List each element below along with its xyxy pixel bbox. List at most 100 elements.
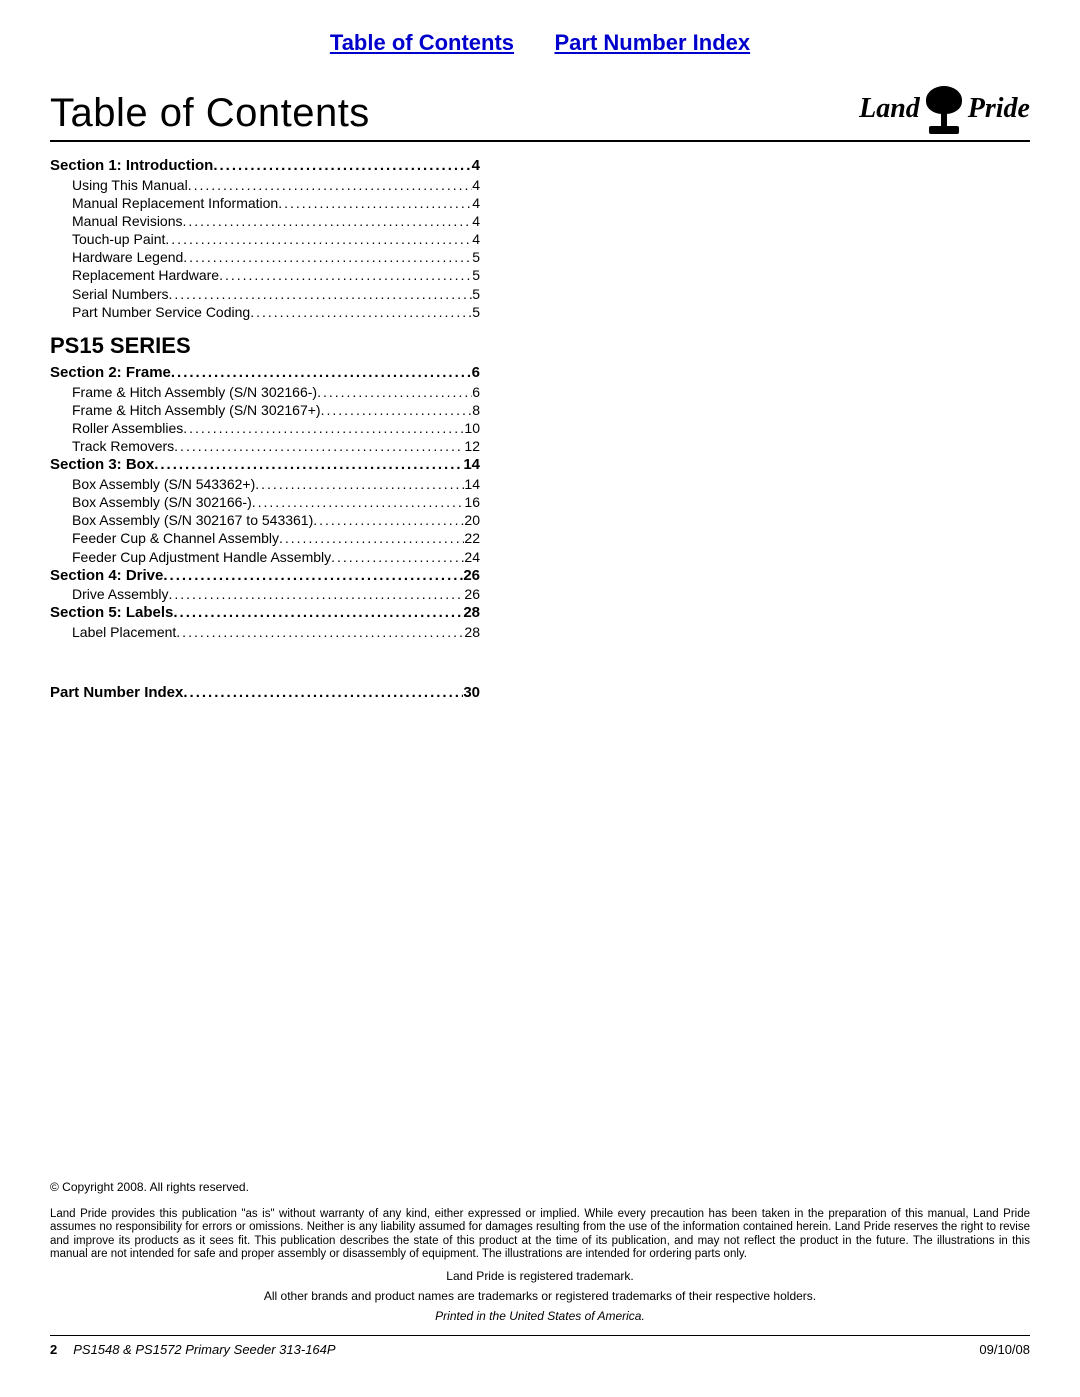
logo-text-right: Pride: [968, 93, 1030, 129]
toc-label: Touch-up Paint: [72, 230, 165, 248]
page-title: Table of Contents: [50, 91, 370, 136]
toc-section-2[interactable]: Section 2: Frame 6: [50, 363, 480, 383]
toc-page: 8: [472, 401, 480, 419]
toc-leader: [219, 266, 472, 284]
toc-page: 5: [472, 266, 480, 284]
toc-label: Serial Numbers: [72, 285, 168, 303]
toc-page: 5: [472, 285, 480, 303]
toc-label: Hardware Legend: [72, 248, 183, 266]
toc-sub-item[interactable]: Feeder Cup & Channel Assembly22: [50, 529, 480, 547]
toc-label: Label Placement: [72, 623, 176, 641]
toc-sub-item[interactable]: Drive Assembly 26: [50, 585, 480, 603]
toc-page: 4: [472, 194, 480, 212]
toc-sub-item[interactable]: Track Removers 12: [50, 437, 480, 455]
toc-page: 30: [463, 683, 480, 703]
toc-sub-item[interactable]: Roller Assemblies10: [50, 419, 480, 437]
toc-label: Using This Manual: [72, 176, 188, 194]
toc-leader: [163, 566, 463, 586]
toc-sub-item[interactable]: Hardware Legend 5: [50, 248, 480, 266]
toc-label: Section 3: Box: [50, 455, 154, 475]
toc-page: 20: [464, 511, 480, 529]
toc-leader: [213, 156, 471, 176]
toc-leader: [250, 303, 472, 321]
trademark-line-1: Land Pride is registered trademark.: [50, 1269, 1030, 1283]
footer-page-number: 2: [50, 1342, 57, 1357]
link-table-of-contents[interactable]: Table of Contents: [330, 30, 514, 55]
toc-leader: [176, 623, 464, 641]
toc-page: 4: [472, 230, 480, 248]
toc-section-4[interactable]: Section 4: Drive 26: [50, 566, 480, 586]
toc-sub-item[interactable]: Touch-up Paint 4: [50, 230, 480, 248]
toc-sub-item[interactable]: Label Placement 28: [50, 623, 480, 641]
toc-page: 4: [472, 212, 480, 230]
brand-logo: Land Pride: [859, 86, 1030, 136]
toc-column: Section 1: Introduction 4 Using This Man…: [50, 156, 480, 703]
toc-sub-item[interactable]: Box Assembly (S/N 543362+)14: [50, 475, 480, 493]
toc-sub-item[interactable]: Using This Manual 4: [50, 176, 480, 194]
toc-label: Section 5: Labels: [50, 603, 173, 623]
toc-leader: [331, 548, 464, 566]
disclaimer-text: Land Pride provides this publication "as…: [50, 1208, 1030, 1261]
footer-bar: 2 PS1548 & PS1572 Primary Seeder 313-164…: [50, 1335, 1030, 1357]
toc-leader: [188, 176, 473, 194]
toc-label: Drive Assembly: [72, 585, 168, 603]
toc-sub-item[interactable]: Frame & Hitch Assembly (S/N 302166-)6: [50, 383, 480, 401]
toc-label: Section 4: Drive: [50, 566, 163, 586]
page-header: Table of Contents Land Pride: [50, 86, 1030, 142]
toc-sub-item[interactable]: Manual Revisions4: [50, 212, 480, 230]
toc-sub-item[interactable]: Replacement Hardware 5: [50, 266, 480, 284]
toc-label: Part Number Index: [50, 683, 183, 703]
toc-page: 22: [464, 529, 480, 547]
printed-in-line: Printed in the United States of America.: [50, 1309, 1030, 1323]
toc-label: Track Removers: [72, 437, 174, 455]
toc-page: 28: [464, 623, 480, 641]
toc-leader: [321, 401, 473, 419]
toc-page: 5: [472, 303, 480, 321]
toc-part-number-index[interactable]: Part Number Index 30: [50, 683, 480, 703]
toc-leader: [317, 383, 472, 401]
toc-leader: [173, 603, 463, 623]
series-heading: PS15 SERIES: [50, 333, 480, 359]
toc-label: Box Assembly (S/N 302166-): [72, 493, 252, 511]
toc-label: Section 2: Frame: [50, 363, 171, 383]
toc-leader: [183, 248, 472, 266]
toc-leader: [278, 194, 472, 212]
toc-section-5[interactable]: Section 5: Labels 28: [50, 603, 480, 623]
page-footer: © Copyright 2008. All rights reserved. L…: [50, 1180, 1030, 1357]
toc-page: 4: [472, 176, 480, 194]
toc-leader: [165, 230, 472, 248]
toc-page: 26: [464, 585, 480, 603]
toc-sub-item[interactable]: Feeder Cup Adjustment Handle Assembly24: [50, 548, 480, 566]
toc-sub-item[interactable]: Box Assembly (S/N 302166-)16: [50, 493, 480, 511]
toc-section-3[interactable]: Section 3: Box 14: [50, 455, 480, 475]
toc-leader: [171, 363, 472, 383]
toc-page: 12: [464, 437, 480, 455]
toc-label: Roller Assemblies: [72, 419, 183, 437]
toc-label: Frame & Hitch Assembly (S/N 302166-): [72, 383, 317, 401]
toc-label: Box Assembly (S/N 543362+): [72, 475, 255, 493]
toc-leader: [154, 455, 463, 475]
footer-date: 09/10/08: [979, 1342, 1030, 1357]
copyright-text: © Copyright 2008. All rights reserved.: [50, 1180, 1030, 1194]
toc-label: Replacement Hardware: [72, 266, 219, 284]
toc-label: Frame & Hitch Assembly (S/N 302167+): [72, 401, 321, 419]
toc-label: Box Assembly (S/N 302167 to 543361): [72, 511, 313, 529]
tree-icon: [924, 86, 964, 136]
toc-sub-item[interactable]: Serial Numbers 5: [50, 285, 480, 303]
toc-page: 6: [472, 363, 480, 383]
toc-leader: [183, 419, 464, 437]
toc-sub-item[interactable]: Frame & Hitch Assembly (S/N 302167+) 8: [50, 401, 480, 419]
toc-page: 5: [472, 248, 480, 266]
toc-leader: [252, 493, 465, 511]
toc-page: 26: [463, 566, 480, 586]
top-nav-links: Table of Contents Part Number Index: [50, 30, 1030, 56]
toc-sub-item[interactable]: Part Number Service Coding5: [50, 303, 480, 321]
toc-page: 4: [472, 156, 480, 176]
toc-label: Feeder Cup Adjustment Handle Assembly: [72, 548, 331, 566]
toc-sub-item[interactable]: Manual Replacement Information 4: [50, 194, 480, 212]
toc-sub-item[interactable]: Box Assembly (S/N 302167 to 543361) 20: [50, 511, 480, 529]
toc-section-1[interactable]: Section 1: Introduction 4: [50, 156, 480, 176]
toc-label: Manual Replacement Information: [72, 194, 278, 212]
link-part-number-index[interactable]: Part Number Index: [555, 30, 751, 55]
toc-leader: [183, 212, 473, 230]
